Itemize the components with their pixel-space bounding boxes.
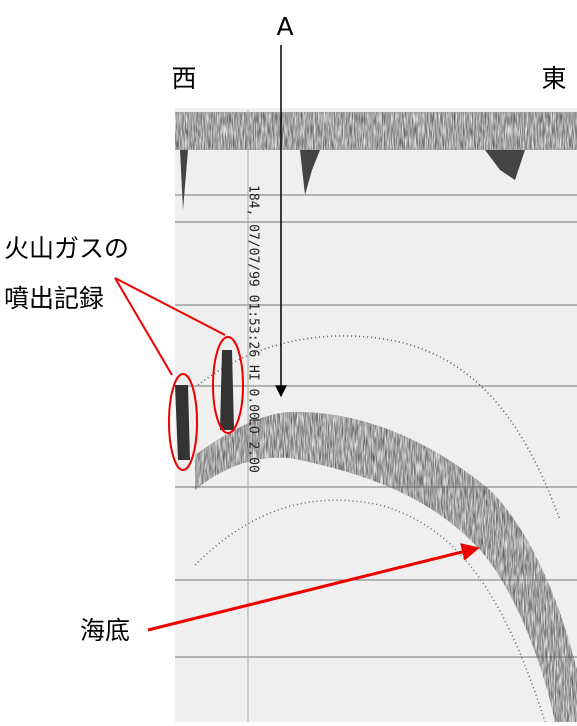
west-label: 西 xyxy=(171,64,196,93)
marker-label: A xyxy=(276,12,293,41)
annotation-label: 噴出記録 xyxy=(4,284,104,313)
surface-noise xyxy=(175,112,577,150)
east-label: 東 xyxy=(541,64,566,93)
echogram: 184, 07/07/99 01:53:26 HI 0.00 LO 2.00 xyxy=(175,108,577,722)
record-stamp: 184, 07/07/99 01:53:26 HI 0.00 xyxy=(246,185,261,420)
annotation-label: 海底 xyxy=(80,616,130,645)
page: 184, 07/07/99 01:53:26 HI 0.00 LO 2.00 A… xyxy=(0,0,577,722)
record-paper xyxy=(175,108,577,722)
annotation-label: 火山ガスの xyxy=(4,234,129,263)
record-stamp: LO 2.00 xyxy=(246,418,261,473)
figure: 184, 07/07/99 01:53:26 HI 0.00 LO 2.00 A… xyxy=(0,0,577,722)
